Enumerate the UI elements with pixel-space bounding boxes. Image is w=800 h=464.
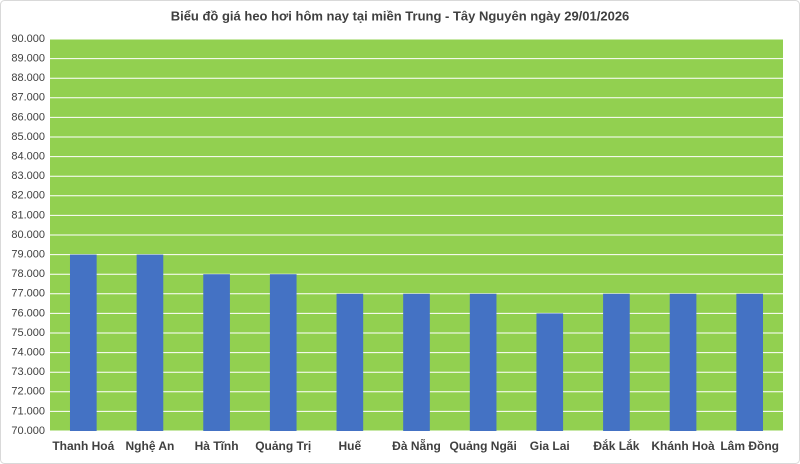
y-tick-label: 90.000 [11,33,45,45]
y-tick-label: 76.000 [11,307,45,319]
bar [403,293,430,431]
y-tick-label: 70.000 [11,425,45,437]
chart-title: Biểu đồ giá heo hơi hôm nay tại miền Tru… [171,8,630,23]
x-tick-label: Quảng Ngãi [449,439,516,453]
bar [136,254,164,431]
bar [336,293,364,431]
x-tick-label: Nghệ An [126,439,175,453]
y-tick-label: 72.000 [11,386,45,398]
y-tick-label: 84.000 [11,151,45,163]
bar [269,274,297,431]
x-tick-label: Huế [339,439,362,453]
y-tick-label: 83.000 [11,170,45,182]
y-tick-label: 86.000 [11,111,45,123]
y-tick-label: 74.000 [11,347,45,359]
y-tick-label: 78.000 [11,268,45,280]
x-tick-label: Lâm Đồng [720,439,779,453]
x-tick-label: Đà Nẵng [392,438,441,453]
bar [469,293,497,431]
y-tick-label: 79.000 [11,249,45,261]
y-tick-label: 75.000 [11,327,45,339]
bar [603,293,630,431]
bar [203,274,230,431]
bar [69,254,97,431]
y-tick-label: 87.000 [11,92,45,104]
bar [536,313,564,431]
x-tick-label: Gia Lai [530,439,570,453]
y-tick-label: 71.000 [11,405,45,417]
y-tick-label: 80.000 [11,229,45,241]
y-tick-label: 82.000 [11,190,45,202]
y-tick-label: 88.000 [11,72,45,84]
x-tick-label: Quảng Trị [255,439,311,453]
y-tick-label: 89.000 [11,53,45,65]
bar [669,293,697,431]
x-tick-label: Khánh Hoà [651,439,715,453]
bar [736,293,764,431]
y-tick-label: 85.000 [11,131,45,143]
y-tick-label: 81.000 [11,209,45,221]
x-tick-label: Đắk Lắk [593,438,639,453]
x-tick-label: Thanh Hoá [52,439,114,453]
y-tick-label: 77.000 [11,288,45,300]
x-tick-label: Hà Tĩnh [195,439,239,453]
y-tick-label: 73.000 [11,366,45,378]
